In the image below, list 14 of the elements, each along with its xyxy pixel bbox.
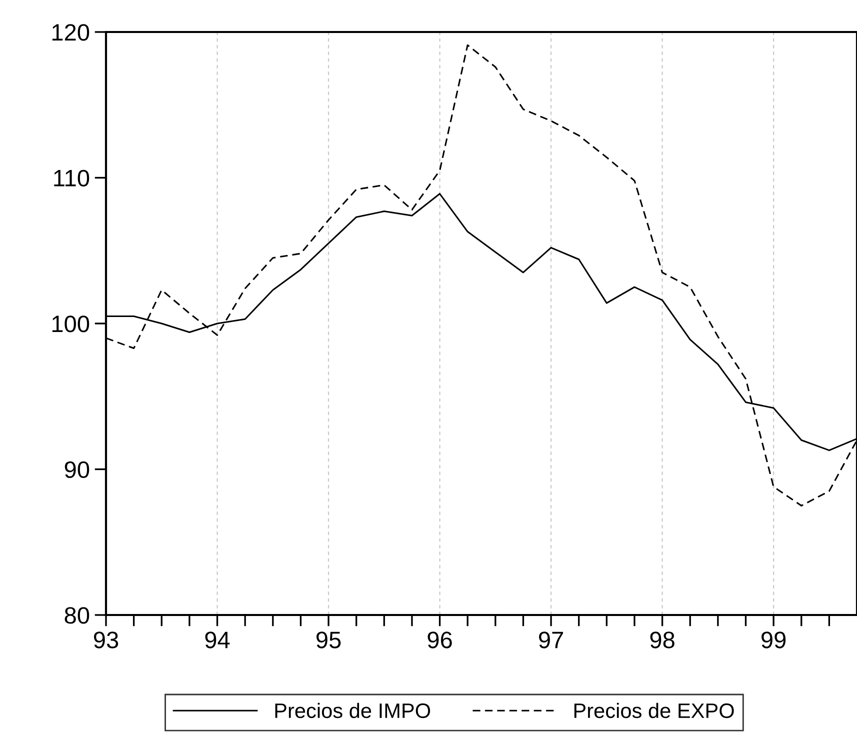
y-tick-label: 90: [64, 461, 90, 478]
y-tick-label: 100: [52, 316, 90, 332]
x-tick-label: 95: [316, 632, 341, 648]
y-tick-label: 110: [54, 170, 90, 187]
x-tick-label: 97: [539, 632, 563, 648]
y-tick-label: 80: [64, 607, 90, 624]
y-tick-label: 120: [52, 24, 90, 41]
x-tick-label: 94: [205, 632, 230, 648]
legend-label: Precios de IMPO: [275, 702, 430, 718]
legend-label: Precios de EXPO: [574, 702, 734, 718]
x-tick-label: 98: [650, 632, 674, 648]
x-tick-label: 93: [94, 632, 118, 648]
x-tick-label: 99: [762, 632, 786, 648]
x-tick-label: 96: [428, 632, 452, 648]
